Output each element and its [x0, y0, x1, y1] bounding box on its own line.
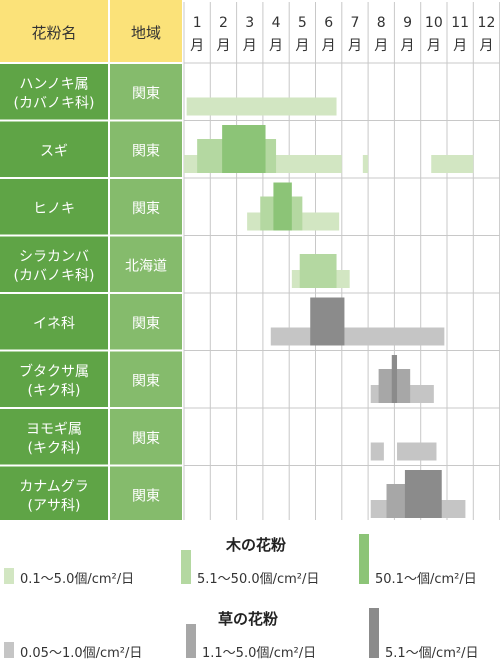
- region-name: 北海道: [125, 258, 167, 274]
- pollen-bar-tree-level-1: [431, 155, 474, 173]
- region-name: 関東: [132, 488, 160, 504]
- pollen-bars: [184, 97, 474, 518]
- legend-grass-swatch-3: [369, 608, 379, 658]
- month-number-10: 10: [425, 15, 443, 31]
- month-suffix-2: 月: [216, 38, 230, 54]
- region-cell: [110, 294, 182, 350]
- pollen-bar-tree-level-1: [362, 155, 369, 173]
- plant-cell: [0, 294, 108, 350]
- region-cell: [110, 236, 182, 292]
- legend-grass-title: 草の花粉: [218, 610, 279, 628]
- plant-name: スギ: [40, 143, 68, 159]
- month-number-2: 2: [219, 15, 228, 31]
- month-suffix-11: 月: [453, 38, 467, 54]
- region-name: 関東: [132, 86, 160, 102]
- pollen-bar-grass-level-3: [391, 355, 398, 403]
- region-name: 関東: [132, 143, 160, 159]
- month-suffix-6: 月: [322, 38, 336, 54]
- month-suffix-5: 月: [295, 38, 309, 54]
- legend-grass-label-3: 5.1～個/cm²/日: [385, 646, 479, 661]
- plant-name: (カバノキ科): [14, 268, 95, 284]
- pollen-bar-tree-level-3: [222, 125, 266, 173]
- pollen-bar-grass-level-3: [310, 297, 345, 346]
- region-name: 関東: [132, 201, 160, 217]
- legend-grass-swatch-2: [186, 624, 196, 658]
- month-suffix-8: 月: [374, 38, 388, 54]
- plant-cell: [0, 179, 108, 235]
- plant-name: (アサ科): [28, 498, 81, 514]
- legend-tree-swatch-1: [4, 568, 14, 584]
- month-suffix-12: 月: [479, 38, 493, 54]
- header-plant-cell: [0, 0, 108, 62]
- plant-name: ハンノキ属: [19, 76, 88, 92]
- region-name: 関東: [132, 431, 160, 447]
- pollen-bar-tree-level-1: [184, 155, 187, 173]
- plant-cell: [0, 409, 108, 465]
- legend-tree-swatch-3: [359, 534, 369, 584]
- legend-tree-label-1: 0.1～5.0個/cm²/日: [20, 572, 135, 587]
- pollen-bar-tree-level-2: [299, 254, 337, 288]
- plant-name: ヨモギ属: [26, 421, 82, 437]
- pollen-bar-grass-level-3: [404, 470, 442, 518]
- plant-cell: [0, 236, 108, 292]
- region-cell: [110, 409, 182, 465]
- legend-tree-swatch-2: [181, 550, 191, 584]
- region-name: 関東: [132, 316, 160, 332]
- plant-name: イネ科: [33, 316, 75, 332]
- month-number-8: 8: [377, 15, 386, 31]
- region-cell: [110, 179, 182, 235]
- plant-name: (キク科): [28, 383, 81, 399]
- pollen-bar-grass-level-1: [270, 327, 445, 346]
- month-number-11: 11: [451, 15, 469, 31]
- header-region-cell: [110, 0, 182, 62]
- plant-name: カナムグラ: [19, 479, 89, 495]
- month-number-12: 12: [478, 15, 496, 31]
- month-grid: [183, 2, 500, 520]
- month-suffix-4: 月: [269, 38, 283, 54]
- month-suffix-1: 月: [190, 38, 204, 54]
- region-cell: [110, 121, 182, 177]
- plant-cell: [0, 351, 108, 407]
- legend-grass-label-2: 1.1～5.0個/cm²/日: [202, 646, 317, 661]
- month-suffix-9: 月: [401, 38, 415, 54]
- plant-name: ヒノキ: [33, 201, 75, 217]
- month-number-1: 1: [193, 15, 202, 31]
- legend-grass-label-1: 0.05～1.0個/cm²/日: [20, 646, 143, 661]
- pollen-bar-grass-level-1: [397, 442, 437, 461]
- plant-name: シラカンバ: [19, 249, 89, 265]
- header-region-label: 地域: [131, 24, 161, 42]
- month-number-6: 6: [324, 15, 333, 31]
- month-suffix-7: 月: [348, 38, 362, 54]
- month-number-7: 7: [350, 15, 359, 31]
- pollen-bar-tree-level-3: [273, 182, 292, 231]
- legend-grass-swatch-1: [4, 642, 14, 658]
- plant-cell: [0, 64, 108, 120]
- region-name: 関東: [132, 373, 160, 389]
- region-cell: [110, 466, 182, 520]
- month-number-9: 9: [403, 15, 412, 31]
- region-cell: [110, 64, 182, 120]
- legend-tree-title: 木の花粉: [226, 536, 287, 554]
- month-number-4: 4: [272, 15, 281, 31]
- month-suffix-10: 月: [427, 38, 441, 54]
- plant-name: (カバノキ科): [14, 95, 95, 111]
- plant-cell: [0, 121, 108, 177]
- header-plant-label: 花粉名: [31, 24, 76, 42]
- pollen-bar-grass-level-1: [370, 442, 384, 461]
- plant-name: (キク科): [28, 440, 81, 456]
- region-cell: [110, 351, 182, 407]
- plant-cell: [0, 466, 108, 520]
- legend-tree-label-2: 5.1～50.0個/cm²/日: [197, 572, 320, 587]
- month-number-3: 3: [245, 15, 254, 31]
- plant-name: ブタクサ属: [19, 363, 89, 380]
- pollen-bar-tree-level-1: [186, 97, 337, 116]
- month-suffix-3: 月: [243, 38, 257, 54]
- month-number-5: 5: [298, 15, 307, 31]
- legend-tree-label-3: 50.1～個/cm²/日: [375, 572, 477, 587]
